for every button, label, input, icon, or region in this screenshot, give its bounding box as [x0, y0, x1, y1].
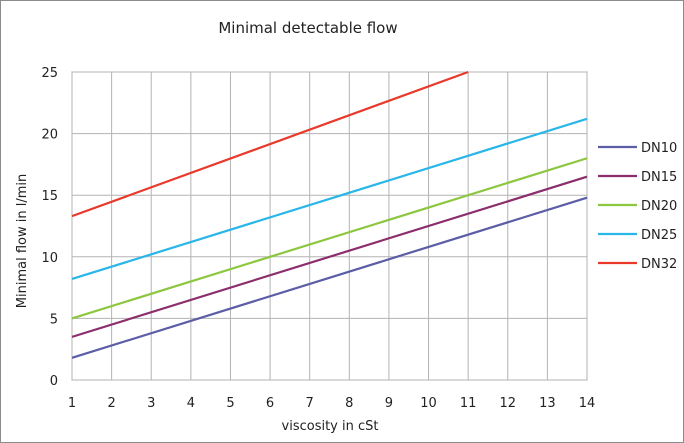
- y-tick-label-5: 5: [50, 312, 58, 327]
- x-tick-label-1: 1: [68, 396, 76, 411]
- x-tick-label-9: 9: [385, 396, 393, 411]
- legend-label-dn15: DN15: [641, 170, 677, 185]
- chart-title: Minimal detectable flow: [218, 19, 397, 37]
- x-tick-label-5: 5: [226, 396, 234, 411]
- x-tick-label-6: 6: [266, 396, 274, 411]
- legend-label-dn25: DN25: [641, 228, 677, 243]
- legend: DN10 DN15 DN20 DN25 DN32: [598, 141, 677, 272]
- x-tick-label-4: 4: [187, 396, 195, 411]
- x-tick-label-7: 7: [306, 396, 314, 411]
- series-line-dn25: [71, 117, 588, 281]
- legend-label-dn10: DN10: [641, 141, 677, 156]
- x-tick-label-3: 3: [147, 396, 155, 411]
- x-tick-label-11: 11: [460, 396, 477, 411]
- x-tick-labels: 1 2 3 4 5 6 7 8 9 10 11 12 13 14: [68, 396, 595, 411]
- x-tick-label-10: 10: [420, 396, 437, 411]
- y-tick-label-20: 20: [41, 128, 58, 143]
- legend-label-dn32: DN32: [641, 257, 677, 272]
- x-tick-label-8: 8: [345, 396, 353, 411]
- x-tick-label-13: 13: [539, 396, 556, 411]
- grid-lines: [71, 71, 588, 381]
- y-tick-label-15: 15: [41, 189, 58, 204]
- x-tick-label-2: 2: [107, 396, 115, 411]
- x-tick-label-12: 12: [499, 396, 516, 411]
- y-tick-label-0: 0: [50, 374, 58, 389]
- series-line-dn32: [71, 70, 469, 218]
- y-tick-label-10: 10: [41, 251, 58, 266]
- series-line-dn10: [71, 196, 588, 359]
- x-axis-title: viscosity in cSt: [282, 419, 379, 434]
- y-axis-title: Minimal flow in l/min: [15, 174, 30, 308]
- legend-label-dn20: DN20: [641, 199, 677, 214]
- y-tick-labels: 0 5 10 15 20 25: [41, 66, 58, 389]
- series-line-dn15: [71, 175, 588, 338]
- series-lines: [71, 70, 588, 359]
- x-tick-label-14: 14: [579, 396, 596, 411]
- series-line-dn20: [71, 157, 588, 320]
- y-tick-label-25: 25: [41, 66, 58, 81]
